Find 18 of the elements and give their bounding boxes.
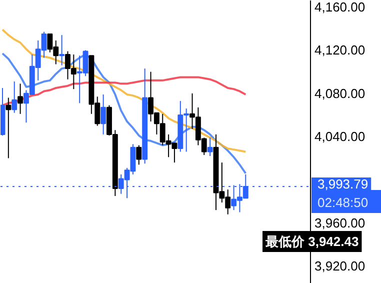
candlestick [207,137,213,157]
candlestick [59,34,65,66]
y-tick-label: 3,960.00 [314,216,366,231]
text: 最低价 3,942.43 [264,234,359,249]
y-tick-label: 3,920.00 [314,258,366,274]
y-tick-label: 4,040.00 [314,129,366,144]
candlestick [100,94,106,135]
line-series [2,28,247,153]
candlestick [6,97,12,159]
candlestick [18,83,24,114]
y-tick-label: 4,080.00 [314,86,366,101]
text: 02:48:50 [318,195,368,210]
y-tick-label: 4,160.00 [314,0,366,14]
candlestick [136,144,142,166]
y-tick-label: 4,120.00 [314,42,366,58]
ref-line-label: 3,993.79 [318,176,368,192]
candlestick [12,81,18,114]
line-series [2,52,247,174]
